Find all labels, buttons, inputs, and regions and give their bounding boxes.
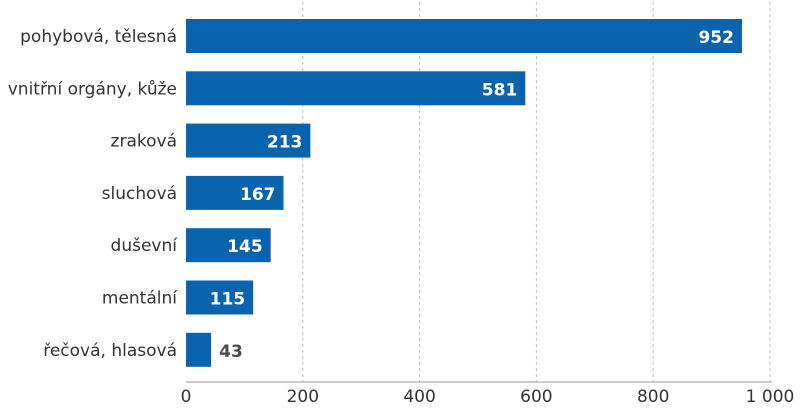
category-label: sluchová xyxy=(102,184,177,204)
category-label: mentální xyxy=(102,289,178,309)
grid-lines xyxy=(302,2,771,382)
x-tick-labels: 0 200 400 600 800 1 000 xyxy=(181,387,795,407)
value-label: 167 xyxy=(240,185,276,205)
category-label: duševní xyxy=(111,236,179,256)
x-tick-label: 800 xyxy=(637,387,669,407)
bar xyxy=(186,123,311,158)
bar xyxy=(186,175,284,210)
value-labels: 952 581 213 167 145 115 43 xyxy=(210,28,734,362)
bar xyxy=(186,71,526,106)
category-label: řečová, hlasová xyxy=(43,341,177,361)
category-label: zraková xyxy=(111,132,177,152)
category-labels: pohybová, tělesná vnitřní orgány, kůže zra… xyxy=(8,27,179,361)
value-label: 952 xyxy=(698,28,734,48)
category-label: pohybová, tělesná xyxy=(20,27,177,47)
x-tick-label: 400 xyxy=(403,387,435,407)
x-tick-label: 600 xyxy=(520,387,552,407)
bar xyxy=(186,19,742,53)
bar xyxy=(186,228,271,263)
bars xyxy=(186,19,742,367)
value-label: 115 xyxy=(210,290,246,310)
value-label: 581 xyxy=(482,80,518,100)
x-tick-label: 0 xyxy=(181,387,192,407)
category-label: vnitřní orgány, kůže xyxy=(8,79,177,99)
value-label: 145 xyxy=(227,237,263,257)
x-tick-label: 1 000 xyxy=(746,387,795,407)
x-tick-label: 200 xyxy=(287,387,319,407)
bar xyxy=(186,280,254,315)
value-label: 213 xyxy=(267,133,303,153)
value-label: 43 xyxy=(219,342,243,362)
bar xyxy=(186,332,212,367)
